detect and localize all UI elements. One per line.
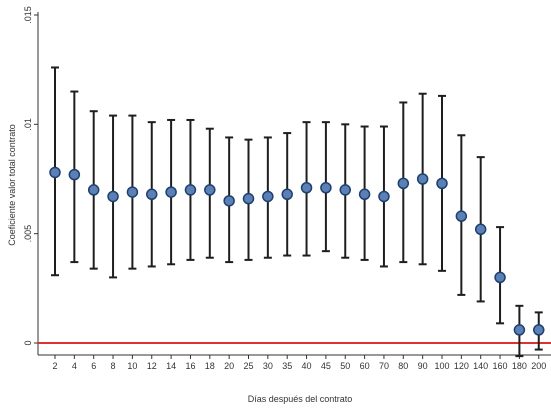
x-tick-label: 40 — [302, 361, 312, 371]
point-marker — [533, 324, 545, 336]
x-ticks: 2 4 6 8 10 12 14 16 18 20 25 30 35 40 45 50 60 70 80 90 100 1… — [52, 355, 546, 371]
point-marker — [223, 195, 235, 207]
y-tick-label: .01 — [23, 118, 33, 131]
x-tick-label: 140 — [473, 361, 488, 371]
point-marker — [146, 188, 158, 201]
point-marker — [300, 181, 313, 194]
errorbars — [51, 66, 543, 358]
point-marker — [49, 166, 61, 179]
point-marker — [397, 177, 410, 190]
x-axis-title: Días después del contrato — [248, 394, 353, 404]
x-tick-label: 20 — [224, 361, 234, 371]
point-marker — [513, 324, 526, 336]
point-marker — [107, 190, 119, 203]
x-tick-label: 45 — [321, 361, 331, 371]
x-tick-label: 14 — [166, 361, 176, 371]
point-marker — [320, 181, 332, 194]
y-tick-label: .005 — [23, 225, 33, 243]
point-marker — [455, 210, 468, 222]
x-tick-label: 6 — [91, 361, 96, 371]
x-tick-label: 12 — [147, 361, 157, 371]
point-marker — [474, 223, 487, 236]
point-marker — [165, 186, 177, 198]
point-marker — [68, 168, 81, 181]
x-tick-label: 100 — [434, 361, 449, 371]
x-tick-label: 80 — [398, 361, 408, 371]
x-tick-label: 120 — [454, 361, 469, 371]
point-marker — [378, 190, 390, 203]
y-tick-label: .015 — [23, 6, 33, 24]
point-markers — [49, 166, 545, 336]
point-marker — [184, 184, 197, 196]
x-tick-label: 16 — [185, 361, 195, 371]
point-marker — [87, 184, 100, 196]
point-marker — [262, 190, 274, 203]
x-tick-label: 160 — [493, 361, 508, 371]
x-tick-label: 180 — [512, 361, 527, 371]
x-tick-label: 25 — [243, 361, 253, 371]
x-tick-label: 2 — [52, 361, 57, 371]
point-marker — [494, 271, 506, 284]
point-marker — [281, 188, 293, 201]
point-marker — [339, 184, 351, 196]
x-tick-label: 35 — [282, 361, 292, 371]
x-tick-label: 18 — [205, 361, 215, 371]
x-tick-label: 4 — [72, 361, 77, 371]
x-tick-label: 30 — [263, 361, 273, 371]
point-marker — [204, 184, 216, 196]
x-tick-label: 10 — [127, 361, 137, 371]
y-tick-label: 0 — [23, 340, 33, 345]
x-tick-label: 200 — [531, 361, 546, 371]
point-marker — [436, 177, 448, 190]
x-tick-label: 8 — [111, 361, 116, 371]
point-marker — [358, 188, 371, 201]
point-marker — [242, 192, 255, 205]
y-ticks: 0 .005 .01 .015 — [23, 6, 38, 346]
x-tick-label: 70 — [379, 361, 389, 371]
point-marker — [416, 173, 429, 185]
x-tick-label: 90 — [418, 361, 428, 371]
x-tick-label: 60 — [360, 361, 370, 371]
point-marker — [126, 186, 139, 198]
y-axis-title: Coeficiente valor total contrato — [7, 124, 17, 246]
x-tick-label: 50 — [340, 361, 350, 371]
